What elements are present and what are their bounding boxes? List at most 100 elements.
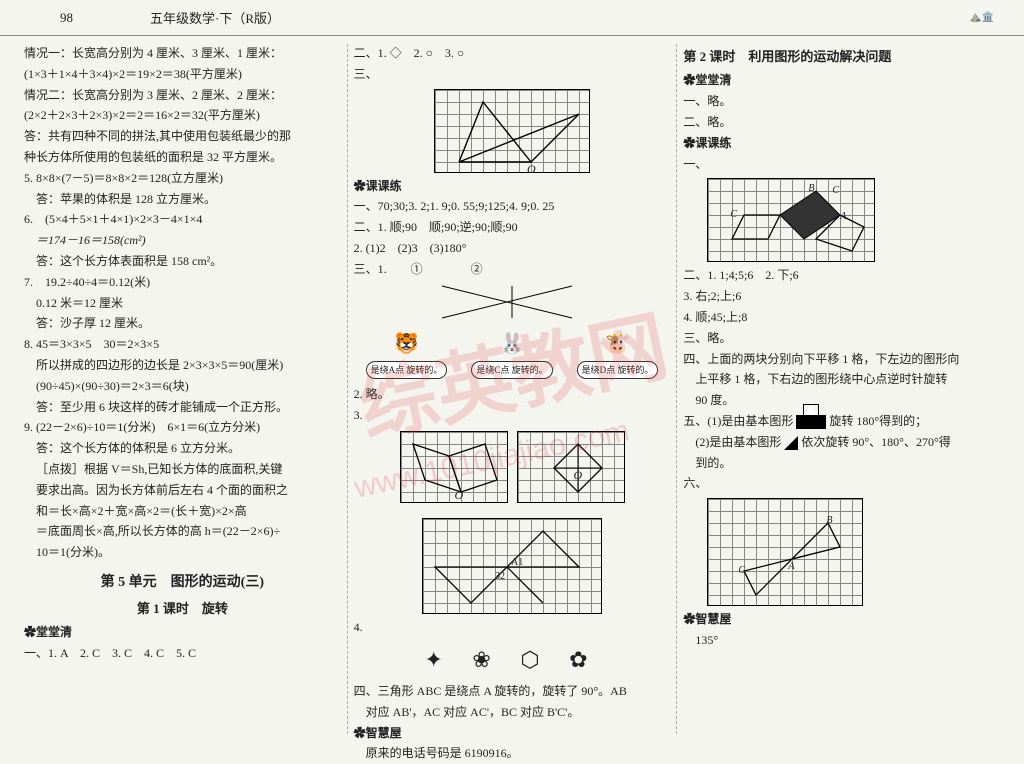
text-line: 2. (1)2 (2)3 (3)180° xyxy=(354,239,671,259)
text-line: 三、1. ① ② xyxy=(354,260,671,280)
figure-label-o: O xyxy=(574,466,583,486)
content-columns: 情况一：长宽高分别为 4 厘米、3 厘米、1 厘米： (1×3＋1×4＋3×4)… xyxy=(0,36,1024,742)
figure-label: A xyxy=(788,559,794,576)
figure-label: 32 xyxy=(495,569,505,586)
text-line: 原来的电话号码是 6190916。 xyxy=(354,744,671,764)
text-line: 四、三角形 ABC 是绕点 A 旋转的，旋转了 90°。AB xyxy=(354,682,671,702)
animal-item: 🐯 是绕A点 旋转的。 xyxy=(366,328,448,380)
text-line: 答：沙子厚 12 厘米。 xyxy=(24,314,341,334)
text-line: 二、略。 xyxy=(683,113,1000,133)
header-decoration: ⛰️🏛️ xyxy=(969,12,994,23)
section-label: ✿课课练 xyxy=(354,177,671,197)
column-right: 第 2 课时 利用图形的运动解决问题 ✿堂堂清 一、略。 二、略。 ✿课课练 一… xyxy=(676,44,1006,734)
grid-figure-3: A1 32 xyxy=(422,518,602,614)
figure-label: B xyxy=(826,513,832,530)
lesson-title: 第 1 课时 旋转 xyxy=(24,598,341,619)
figure-label: C xyxy=(730,207,737,224)
figure-row: O O xyxy=(354,427,671,514)
text-line: 情况二：长宽高分别为 3 厘米、2 厘米、2 厘米： xyxy=(24,86,341,106)
text-line: 4. xyxy=(354,618,671,638)
text-line: 五、(1)是由基本图形 旋转 180°得到的； xyxy=(683,412,1000,432)
text-line: 三、 xyxy=(354,65,671,85)
text-line: 一、略。 xyxy=(683,92,1000,112)
figure-label: O xyxy=(527,160,536,180)
rabbit-icon: 🐰 xyxy=(471,328,552,361)
animal-item: 🐮 是绕D点 旋转的。 xyxy=(577,328,659,380)
text-line: 90 度。 xyxy=(683,391,1000,411)
figure-label: C xyxy=(738,563,745,580)
speech-bubble: 是绕A点 旋转的。 xyxy=(366,361,448,380)
section-label: ✿智慧屋 xyxy=(683,610,1000,630)
text-line: 上平移 1 格，下右边的图形绕中心点逆时针旋转 xyxy=(683,370,1000,390)
text-line: 六、 xyxy=(683,474,1000,494)
grid-figure-r1: B C A C xyxy=(707,178,875,262)
unit-title: 第 5 单元 图形的运动(三) xyxy=(24,571,341,594)
text-line: (2×2＋2×3＋2×3)×2＝2＝16×2＝32(平方厘米) xyxy=(24,106,341,126)
shape-icons-row: ✦ ❀ ⬡ ✿ xyxy=(354,642,671,678)
boat-icon xyxy=(796,415,826,429)
text-line: 6. (5×4＋5×1＋4×1)×2×3－4×1×4 xyxy=(24,210,341,230)
section-label: ✿堂堂清 xyxy=(24,623,341,643)
figure-label: B xyxy=(808,181,814,198)
text-line: 3. 右;2;上;6 xyxy=(683,287,1000,307)
text-line: 2. 略。 xyxy=(354,385,671,405)
text-line: 一、1. A 2. C 3. C 4. C 5. C xyxy=(24,644,341,664)
text-line: ＝底面周长×高,所以长方体的高 h＝(22－2×6)÷ xyxy=(24,522,341,542)
speech-bubble: 是绕C点 旋转的。 xyxy=(471,361,552,380)
figure-label: A xyxy=(840,209,846,226)
grid-figure-2b: O xyxy=(517,431,625,503)
column-left: 情况一：长宽高分别为 4 厘米、3 厘米、1 厘米： (1×3＋1×4＋3×4)… xyxy=(18,44,347,734)
text-line: 9. (22－2×6)÷10＝1(分米) 6×1＝6(立方分米) xyxy=(24,418,341,438)
grid-figure-1: O xyxy=(434,89,590,173)
text-line: 到的。 xyxy=(683,454,1000,474)
text-line: 4. 顺;45;上;8 xyxy=(683,308,1000,328)
grid-figure-2a: O xyxy=(400,431,508,503)
text-line: 一、 xyxy=(683,155,1000,175)
text-line: (2)是由基本图形 依次旋转 90°、180°、270°得 xyxy=(683,433,1000,453)
text-line: (90÷45)×(90÷30)＝2×3＝6(块) xyxy=(24,377,341,397)
grid-figure-r2: A B C xyxy=(707,498,863,606)
text-line: 答：苹果的体积是 128 立方厘米。 xyxy=(24,190,341,210)
text-line: 135° xyxy=(683,631,1000,651)
figure-label: A1 xyxy=(511,555,523,572)
text-line: 8. 45＝3×3×5 30＝2×3×5 xyxy=(24,335,341,355)
animal-item: 🐰 是绕C点 旋转的。 xyxy=(471,328,552,380)
page-number: 98 xyxy=(60,10,73,26)
text-span: 五、(1)是由基本图形 xyxy=(683,414,793,428)
text-line: 答：这个长方体的体积是 6 立方分米。 xyxy=(24,439,341,459)
text-line: 和＝长×高×2＋宽×高×2＝(长＋宽)×2×高 xyxy=(24,502,341,522)
text-line: ＝174－16＝158(cm²) xyxy=(24,231,341,251)
text-line: (1×3＋1×4＋3×4)×2＝19×2＝38(平方厘米) xyxy=(24,65,341,85)
page-header: 98 五年级数学·下（R版） ⛰️🏛️ xyxy=(0,0,1024,36)
text-line: 二、1. ◇ 2. ○ 3. ○ xyxy=(354,44,671,64)
text-line: 7. 19.2÷40÷4＝0.12(米) xyxy=(24,273,341,293)
text-line: 答：至少用 6 块这样的砖才能铺成一个正方形。 xyxy=(24,398,341,418)
text-line: 二、1. 1;4;5;6 2. 下;6 xyxy=(683,266,1000,286)
section-label: ✿课课练 xyxy=(683,134,1000,154)
text-line: 三、略。 xyxy=(683,329,1000,349)
section-label: ✿智慧屋 xyxy=(354,724,671,744)
text-line: 情况一：长宽高分别为 4 厘米、3 厘米、1 厘米： xyxy=(24,44,341,64)
text-line: 答：这个长方体表面积是 158 cm²。 xyxy=(24,252,341,272)
column-middle: 二、1. ◇ 2. ○ 3. ○ 三、 O ✿课课练 一、70;30;3. 2;… xyxy=(347,44,677,734)
text-line: 3. xyxy=(354,406,671,426)
text-line: 一、70;30;3. 2;1. 9;0. 55;9;125;4. 9;0. 25 xyxy=(354,197,671,217)
text-line: 0.12 米＝12 厘米 xyxy=(24,294,341,314)
text-span: (2)是由基本图形 xyxy=(695,435,781,449)
figure-label: C xyxy=(832,183,839,200)
cow-icon: 🐮 xyxy=(577,328,659,361)
text-span: 依次旋转 90°、180°、270°得 xyxy=(801,435,950,449)
text-line: 所以拼成的四边形的边长是 2×3×3×5＝90(厘米) xyxy=(24,356,341,376)
text-line: 种长方体所使用的包装纸的面积是 32 平方厘米。 xyxy=(24,148,341,168)
text-line: 对应 AB'，AC 对应 AC'，BC 对应 B'C'。 xyxy=(354,703,671,723)
text-line: ［点拨］根据 V＝Sh,已知长方体的底面积,关键 xyxy=(24,460,341,480)
lesson-title: 第 2 课时 利用图形的运动解决问题 xyxy=(683,46,1000,67)
text-line: 二、1. 顺;90 顺;90;逆;90;顺;90 xyxy=(354,218,671,238)
text-line: 10＝1(分米)。 xyxy=(24,543,341,563)
header-title: 五年级数学·下（R版） xyxy=(150,8,280,27)
text-line: 答：共有四种不同的拼法,其中使用包装纸最少的那 xyxy=(24,127,341,147)
text-line: 四、上面的两块分别向下平移 1 格，下左边的图形向 xyxy=(683,350,1000,370)
animal-row: 🐯 是绕A点 旋转的。 🐰 是绕C点 旋转的。 🐮 是绕D点 旋转的。 xyxy=(354,328,671,380)
text-span: 旋转 180°得到的； xyxy=(829,414,927,428)
text-line: 5. 8×8×(7－5)＝8×8×2＝128(立方厘米) xyxy=(24,169,341,189)
